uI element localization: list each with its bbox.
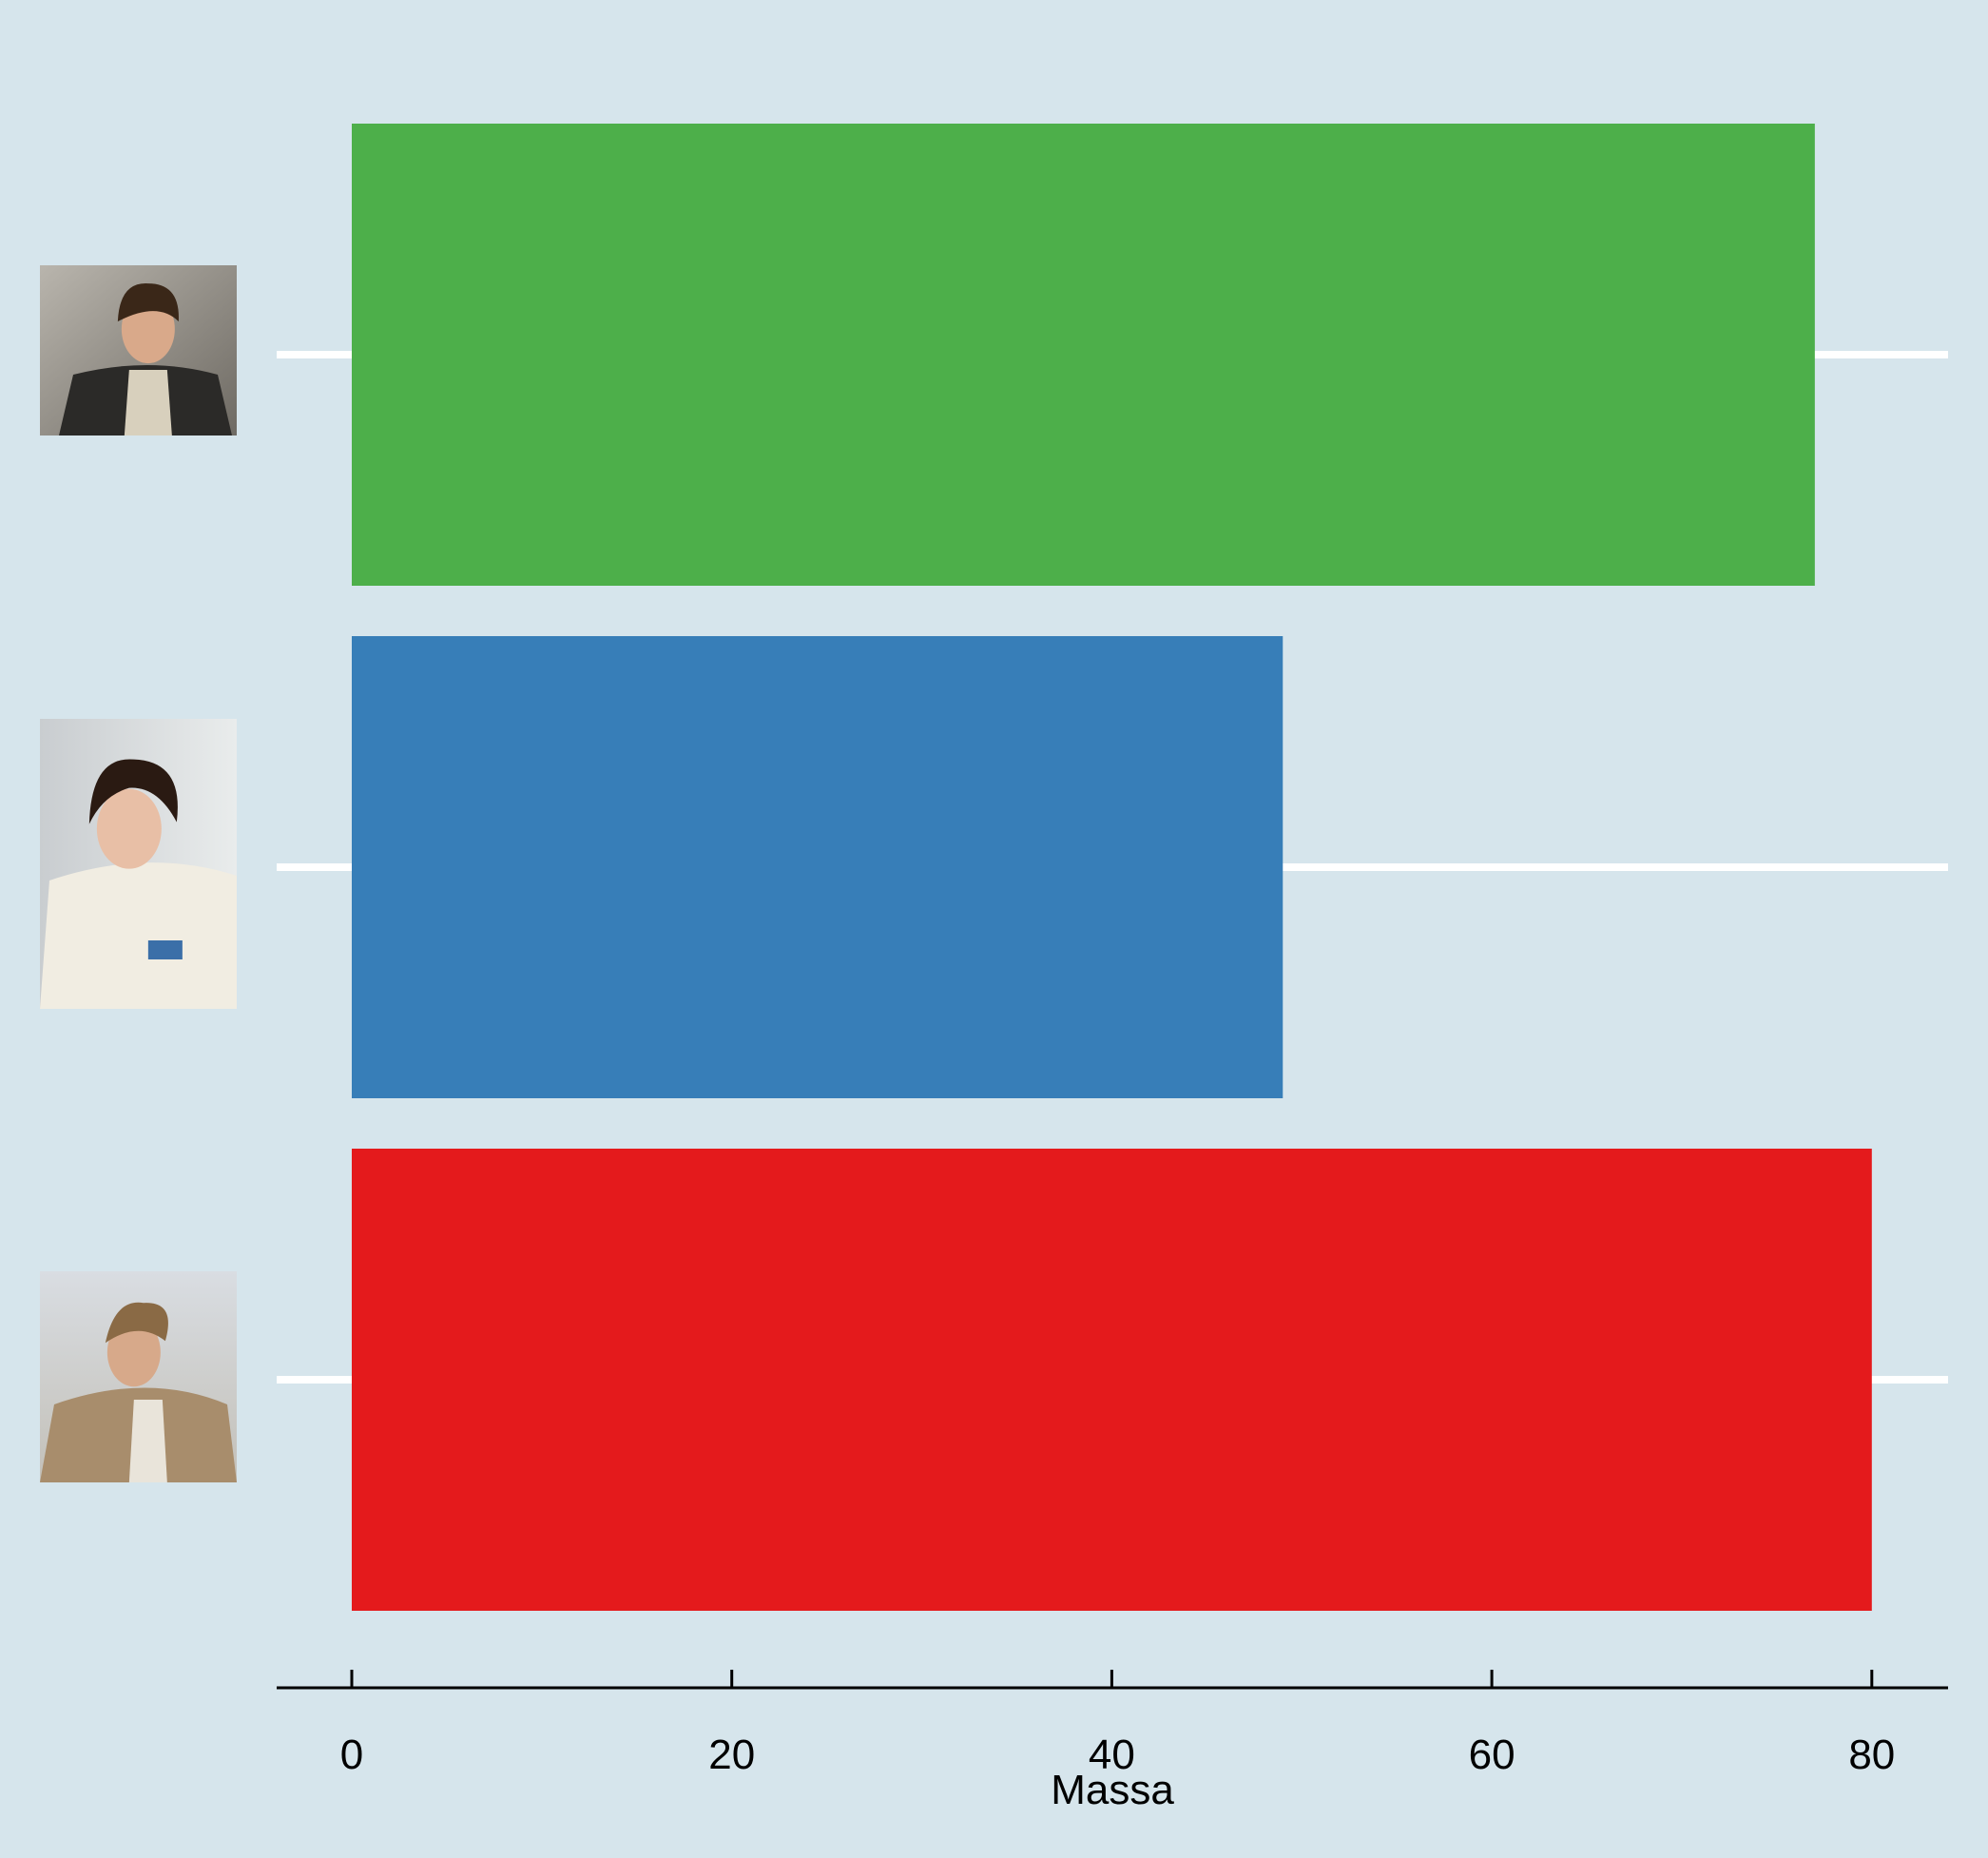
bar-han [352,124,1815,586]
x-tick-label-60: 60 [1469,1732,1515,1778]
x-axis-title: Massa [1051,1767,1174,1813]
portrait-photo-woman-white-jacket [40,719,237,1009]
x-tick-label-20: 20 [708,1732,755,1778]
bar-leia [352,636,1284,1098]
bar-luke [352,1149,1872,1611]
category-icons [40,265,237,1482]
x-tick-label-40: 40 [1089,1732,1135,1778]
x-tick-label-80: 80 [1848,1732,1895,1778]
portrait-photo-man-dark-vest [40,265,237,435]
x-tick-label-0: 0 [340,1732,363,1778]
x-ticks: 0 20 40 60 80 [340,1670,1895,1778]
x-axis: 0 20 40 60 80 Massa [277,1670,1948,1813]
portrait-photo-man-desert-robe [40,1271,237,1482]
bars [352,124,1872,1611]
